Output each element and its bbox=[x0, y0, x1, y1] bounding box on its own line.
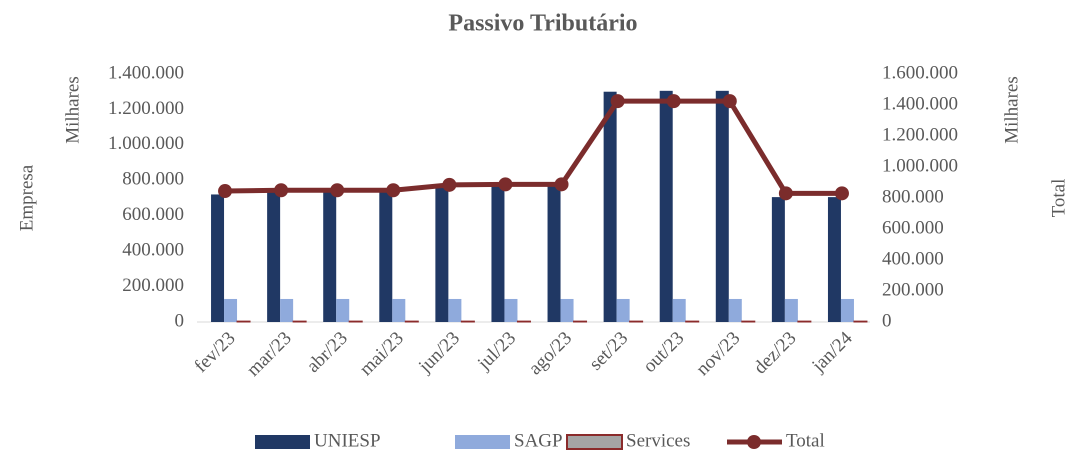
legend-label: Services bbox=[626, 430, 690, 451]
y2-tick-label: 400.000 bbox=[882, 248, 944, 269]
x-tick-label: ago/23 bbox=[525, 328, 576, 379]
y2-tick-label: 600.000 bbox=[882, 217, 944, 238]
bar bbox=[603, 91, 617, 322]
bar bbox=[659, 90, 673, 322]
legend-swatch bbox=[566, 434, 623, 450]
bar bbox=[336, 298, 350, 322]
y-axis-unit: Milhares bbox=[62, 76, 83, 144]
y-tick-label: 1.000.000 bbox=[108, 133, 184, 154]
y2-tick-label: 200.000 bbox=[882, 279, 944, 300]
y2-axis-title: Total bbox=[1048, 179, 1069, 218]
line-marker bbox=[834, 186, 849, 201]
line-marker bbox=[274, 183, 289, 198]
bar bbox=[292, 320, 307, 323]
x-tick-label: mar/23 bbox=[243, 328, 296, 381]
bar bbox=[379, 190, 393, 322]
legend-swatch bbox=[255, 435, 310, 449]
y2-tick-label: 1.600.000 bbox=[882, 62, 958, 83]
x-tick-label: jul/23 bbox=[473, 328, 520, 375]
bar bbox=[504, 298, 518, 322]
chart-title: Passivo Tributário bbox=[448, 11, 637, 37]
bar bbox=[573, 320, 588, 323]
bar bbox=[448, 298, 462, 322]
bar bbox=[211, 194, 225, 322]
bar bbox=[771, 197, 785, 322]
y2-tick-label: 1.200.000 bbox=[882, 124, 958, 145]
bar bbox=[616, 298, 630, 322]
y2-tick-label: 1.000.000 bbox=[882, 155, 958, 176]
bar bbox=[629, 320, 644, 323]
bar bbox=[853, 320, 868, 323]
y-tick-label: 800.000 bbox=[122, 169, 184, 190]
line-marker bbox=[778, 186, 793, 201]
x-tick-label: mai/23 bbox=[356, 328, 408, 380]
x-tick-label: set/23 bbox=[585, 328, 632, 375]
bar bbox=[516, 320, 531, 323]
legend-swatch bbox=[747, 435, 761, 449]
bar bbox=[560, 298, 574, 322]
bar bbox=[323, 190, 337, 322]
bar bbox=[715, 90, 729, 322]
line-marker bbox=[610, 94, 625, 109]
y2-tick-label: 0 bbox=[882, 310, 892, 331]
bar bbox=[672, 298, 686, 322]
bar bbox=[404, 320, 419, 323]
y-tick-label: 1.200.000 bbox=[108, 98, 184, 119]
bar bbox=[491, 182, 505, 322]
line-marker bbox=[722, 94, 737, 109]
legend-label: Total bbox=[786, 430, 825, 451]
bar bbox=[435, 184, 449, 322]
legend-label: SAGP bbox=[514, 430, 563, 451]
y2-tick-label: 800.000 bbox=[882, 186, 944, 207]
x-tick-label: nov/23 bbox=[692, 328, 744, 380]
line-marker bbox=[442, 177, 457, 192]
line-marker bbox=[666, 94, 681, 109]
line-marker bbox=[218, 184, 233, 199]
x-tick-label: fev/23 bbox=[190, 328, 239, 377]
bar bbox=[348, 320, 363, 323]
x-tick-label: jan/24 bbox=[807, 327, 856, 376]
bar bbox=[840, 298, 854, 322]
x-tick-label: out/23 bbox=[639, 328, 688, 377]
y2-axis-unit: Milhares bbox=[1001, 76, 1022, 144]
bar bbox=[547, 182, 561, 322]
x-tick-label: dez/23 bbox=[750, 328, 801, 379]
line-marker bbox=[330, 183, 345, 198]
bar bbox=[728, 298, 742, 322]
bar bbox=[280, 298, 294, 322]
y-tick-label: 600.000 bbox=[122, 204, 184, 225]
line bbox=[225, 98, 842, 196]
x-tick-label: jun/23 bbox=[414, 328, 464, 378]
bar bbox=[741, 320, 756, 323]
bar bbox=[460, 320, 475, 323]
y-axis-title: Empresa bbox=[16, 164, 37, 231]
bar bbox=[797, 320, 812, 323]
bar bbox=[236, 320, 251, 323]
line-marker bbox=[386, 183, 401, 198]
bar bbox=[784, 298, 798, 322]
y-tick-label: 400.000 bbox=[122, 240, 184, 261]
line-marker bbox=[554, 177, 569, 192]
bar bbox=[224, 298, 238, 322]
bar bbox=[392, 298, 406, 322]
x-tick-label: abr/23 bbox=[303, 328, 352, 377]
legend-label: UNIESP bbox=[314, 430, 381, 451]
y-tick-label: 1.400.000 bbox=[108, 62, 184, 83]
bar bbox=[827, 197, 841, 322]
line-marker bbox=[498, 177, 513, 192]
legend-swatch bbox=[455, 435, 510, 449]
y-tick-label: 0 bbox=[175, 310, 185, 331]
bar bbox=[685, 320, 700, 323]
y-tick-label: 200.000 bbox=[122, 275, 184, 296]
y2-tick-label: 1.400.000 bbox=[882, 93, 958, 114]
bar bbox=[267, 190, 281, 322]
